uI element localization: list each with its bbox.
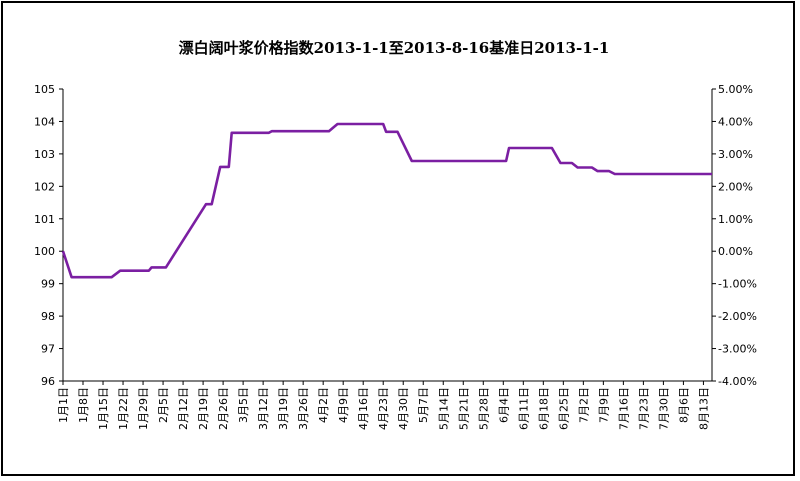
x-tick-label: 2月12日 — [177, 387, 190, 430]
y2-tick-label: 5.00% — [718, 83, 753, 96]
series-layer — [61, 122, 712, 279]
x-tick-label: 7月16日 — [617, 387, 630, 430]
x-tick-label: 7月30日 — [657, 387, 670, 430]
x-tick-label: 1月1日 — [57, 387, 70, 423]
y2-tick-label: -1.00% — [718, 278, 757, 291]
y-tick-label: 100 — [34, 245, 55, 258]
y-tick-label: 102 — [34, 180, 55, 193]
x-tick-label: 6月25日 — [557, 387, 570, 430]
x-tick-label: 4月9日 — [337, 387, 350, 423]
x-tick-label: 2月26日 — [217, 387, 230, 430]
y2-tick-label: 0.00% — [718, 245, 753, 258]
x-tick-label: 2月19日 — [197, 387, 210, 430]
y-tick-label: 103 — [34, 148, 55, 161]
y-tick-label: 97 — [41, 343, 55, 356]
y-tick-label: 104 — [34, 115, 55, 128]
x-tick-label: 1月15日 — [97, 387, 110, 430]
x-tick-label: 6月18日 — [537, 387, 550, 430]
x-tick-label: 7月23日 — [637, 387, 650, 430]
x-tick-label: 4月2日 — [317, 387, 330, 423]
x-tick-label: 4月23日 — [377, 387, 390, 430]
x-tick-label: 5月14日 — [437, 387, 450, 430]
y2-tick-label: 2.00% — [718, 180, 753, 193]
x-tick-label: 5月7日 — [417, 387, 430, 423]
x-tick-label: 4月30日 — [397, 387, 410, 430]
x-tick-label: 3月5日 — [237, 387, 250, 423]
chart-title: 漂白阔叶浆价格指数2013-1-1至2013-8-16基准日2013-1-1 — [179, 39, 610, 57]
x-tick-label: 1月29日 — [137, 387, 150, 430]
y-axis-right-ticks: -4.00% -3.00% -2.00% -1.00% 0.00% 1.00% 2.00% 3… — [712, 83, 757, 388]
x-tick-label: 2月5日 — [157, 387, 170, 423]
x-tick-label: 4月16日 — [357, 387, 370, 430]
y2-tick-label: 1.00% — [718, 213, 753, 226]
series-line — [61, 122, 712, 279]
y-tick-label: 96 — [41, 375, 55, 388]
y2-tick-label: -2.00% — [718, 310, 757, 323]
y-axis-left-ticks: 96 97 98 99 100 101 102 103 104 105 — [34, 83, 63, 388]
y-tick-label: 98 — [41, 310, 55, 323]
x-tick-label: 1月22日 — [117, 387, 130, 430]
x-tick-label: 1月8日 — [77, 387, 90, 423]
y-tick-label: 105 — [34, 83, 55, 96]
x-tick-label: 8月6日 — [677, 387, 690, 423]
x-tick-label: 7月9日 — [597, 387, 610, 423]
x-tick-label: 3月12日 — [257, 387, 270, 430]
x-tick-label: 3月26日 — [297, 387, 310, 430]
x-tick-label: 8月13日 — [697, 387, 710, 430]
y2-tick-label: 3.00% — [718, 148, 753, 161]
x-tick-label: 5月21日 — [457, 387, 470, 430]
y2-tick-label: -4.00% — [718, 375, 757, 388]
y2-tick-label: -3.00% — [718, 343, 757, 356]
y-tick-label: 99 — [41, 278, 55, 291]
x-axis-ticks: 1月1日 1月8日 1月15日 1月22日 1月29日 2月5日 2月12日 2月19日 2月2… — [57, 381, 710, 430]
x-tick-label: 6月4日 — [497, 387, 510, 423]
x-tick-label: 6月11日 — [517, 387, 530, 430]
x-tick-label: 5月28日 — [477, 387, 490, 430]
x-tick-label: 3月19日 — [277, 387, 290, 430]
y-tick-label: 101 — [34, 213, 55, 226]
y2-tick-label: 4.00% — [718, 115, 753, 128]
x-tick-label: 7月2日 — [577, 387, 590, 423]
